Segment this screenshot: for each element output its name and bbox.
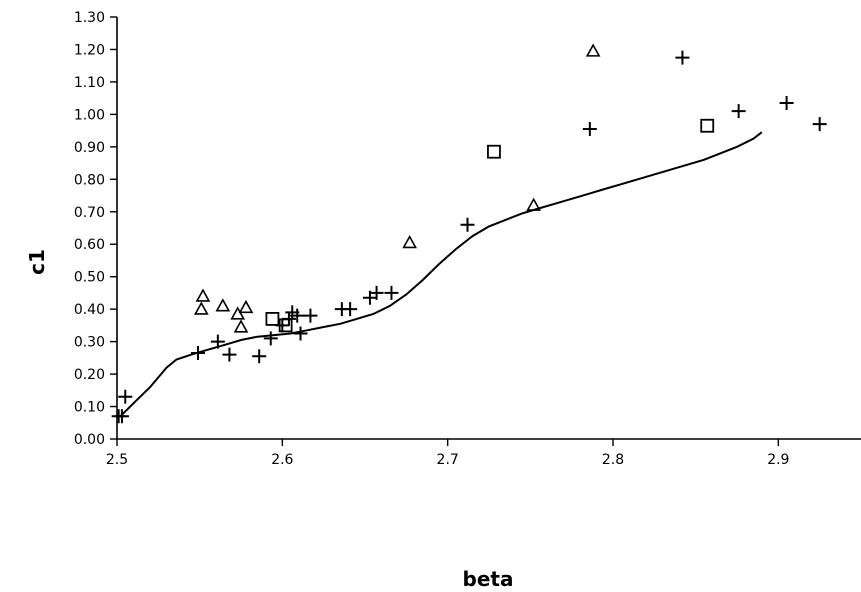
triangle-point bbox=[402, 234, 417, 249]
y-tick-label: 0.40 bbox=[74, 302, 105, 318]
x-tick-label: 2.9 bbox=[767, 452, 789, 468]
y-tick-label: 0.80 bbox=[74, 172, 105, 188]
plus-point bbox=[252, 349, 267, 364]
y-tick-label: 1.20 bbox=[74, 42, 105, 58]
triangle-point bbox=[233, 319, 249, 333]
fit-curve bbox=[119, 131, 763, 418]
triangle-point bbox=[193, 301, 209, 315]
plus-point bbox=[303, 308, 318, 323]
x-tick-label: 2.6 bbox=[271, 452, 293, 468]
y-tick-label: 1.10 bbox=[74, 75, 105, 91]
plot-marks bbox=[111, 43, 827, 424]
x-tick-label: 2.8 bbox=[602, 452, 624, 468]
y-tick-label: 0.00 bbox=[74, 432, 105, 448]
triangle-point bbox=[230, 306, 246, 320]
plus-point bbox=[731, 104, 746, 119]
triangle-point bbox=[215, 298, 231, 312]
x-axis-ticks: 2.5 2.6 2.7 2.8 2.9 bbox=[106, 439, 789, 468]
y-tick-label: 0.70 bbox=[74, 205, 105, 221]
y-tick-label: 0.10 bbox=[74, 400, 105, 416]
y-tick-label: 0.50 bbox=[74, 270, 105, 286]
plus-point bbox=[779, 96, 794, 111]
plus-point bbox=[263, 331, 278, 346]
y-tick-label: 0.60 bbox=[74, 237, 105, 253]
plus-point bbox=[812, 117, 827, 132]
triangle-point bbox=[238, 299, 254, 314]
triangle-point bbox=[585, 43, 601, 57]
square-point bbox=[487, 144, 501, 159]
plus-point bbox=[118, 389, 133, 404]
y-tick-label: 1.00 bbox=[74, 107, 105, 123]
y-tick-label: 0.30 bbox=[74, 335, 105, 351]
plus-point bbox=[369, 285, 384, 300]
plus-point bbox=[582, 121, 597, 136]
axes bbox=[116, 17, 861, 440]
y-axis-ticks: 0.00 0.10 0.20 0.30 0.40 0.50 0.60 0.70 0.80 0.90… bbox=[74, 10, 117, 448]
plus-point bbox=[675, 50, 690, 65]
plus-point bbox=[290, 308, 305, 323]
y-tick-label: 1.30 bbox=[74, 10, 105, 26]
plus-point bbox=[114, 409, 129, 424]
y-axis-title: c1 bbox=[25, 249, 49, 275]
plus-point bbox=[222, 347, 237, 362]
plus-point bbox=[343, 302, 358, 317]
plus-point bbox=[293, 326, 308, 341]
x-tick-label: 2.5 bbox=[106, 452, 128, 468]
square-point bbox=[265, 311, 280, 326]
y-tick-label: 0.20 bbox=[74, 367, 105, 383]
square-point bbox=[278, 318, 293, 333]
x-axis-title: beta bbox=[463, 567, 514, 591]
plus-point bbox=[384, 285, 399, 300]
plus-point bbox=[460, 217, 475, 232]
triangle-point bbox=[195, 288, 211, 302]
y-tick-label: 0.90 bbox=[74, 140, 105, 156]
x-tick-label: 2.7 bbox=[437, 452, 459, 468]
square-point bbox=[700, 118, 715, 133]
